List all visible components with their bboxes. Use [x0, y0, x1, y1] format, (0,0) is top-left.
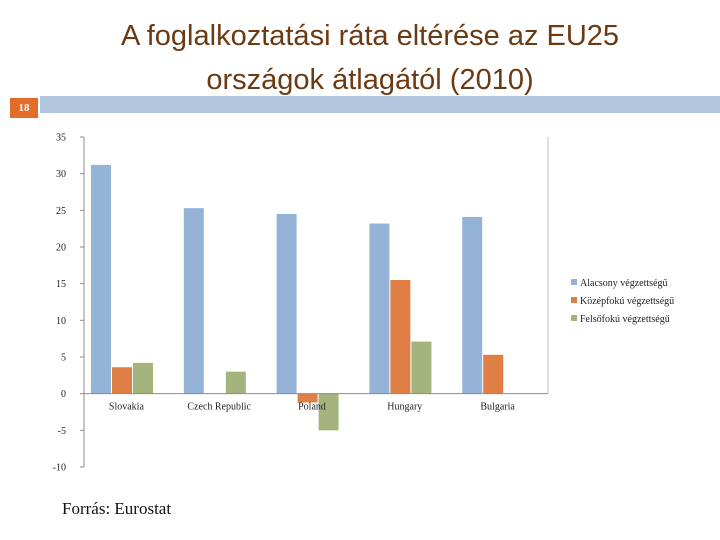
- page-title: A foglalkoztatási ráta eltérése az EU25 …: [40, 14, 700, 102]
- y-tick-label: 25: [56, 206, 66, 217]
- header-band: [40, 96, 720, 113]
- title-line-2: országok átlagától (2010): [206, 64, 534, 96]
- bar-slovakia-series-3: [133, 362, 153, 394]
- legend-swatch-1: [571, 279, 577, 285]
- legend-label-1: Alacsony végzettségű: [580, 278, 667, 289]
- bar-hungary-series-1: [369, 223, 390, 394]
- bar-bulgaria-series-2: [483, 354, 504, 394]
- y-tick-label: 10: [56, 316, 66, 327]
- x-category-label: Poland: [298, 402, 326, 413]
- x-category-label: Czech Republic: [187, 402, 251, 413]
- x-category-label: Slovakia: [109, 402, 145, 413]
- y-tick-label: 35: [56, 133, 66, 144]
- bar-hungary-series-2: [390, 280, 411, 394]
- bar-poland-series-1: [276, 214, 297, 394]
- legend-swatch-2: [571, 297, 577, 303]
- bar-bulgaria-series-1: [462, 216, 483, 394]
- y-tick-label: 20: [56, 243, 66, 254]
- y-tick-label: 0: [61, 389, 66, 400]
- legend-swatch-3: [571, 315, 577, 321]
- y-tick-label: -10: [53, 463, 66, 474]
- title-line-1: A foglalkoztatási ráta eltérése az EU25: [120, 20, 620, 52]
- bar-hungary-series-3: [411, 341, 432, 394]
- bar-poland-series-2: [297, 393, 318, 403]
- bar-czech-republic-series-1: [183, 208, 204, 394]
- slide-number: 18: [10, 98, 38, 118]
- y-tick-label: 15: [56, 279, 66, 290]
- bar-poland-series-3: [318, 393, 339, 431]
- y-tick-label: 30: [56, 169, 66, 180]
- x-category-label: Bulgaria: [480, 402, 515, 413]
- y-tick-label: -5: [58, 426, 66, 437]
- bar-czech-republic-series-3: [225, 371, 246, 394]
- x-category-label: Hungary: [387, 402, 422, 413]
- legend-label-3: Felsőfokú végzettségű: [580, 314, 670, 325]
- bar-slovakia-series-2: [112, 367, 132, 394]
- bar-slovakia-series-1: [91, 164, 111, 394]
- legend-label-2: Középfokú végzettségű: [580, 296, 674, 307]
- source-note: Forrás: Eurostat: [62, 499, 172, 518]
- y-tick-label: 5: [61, 353, 66, 364]
